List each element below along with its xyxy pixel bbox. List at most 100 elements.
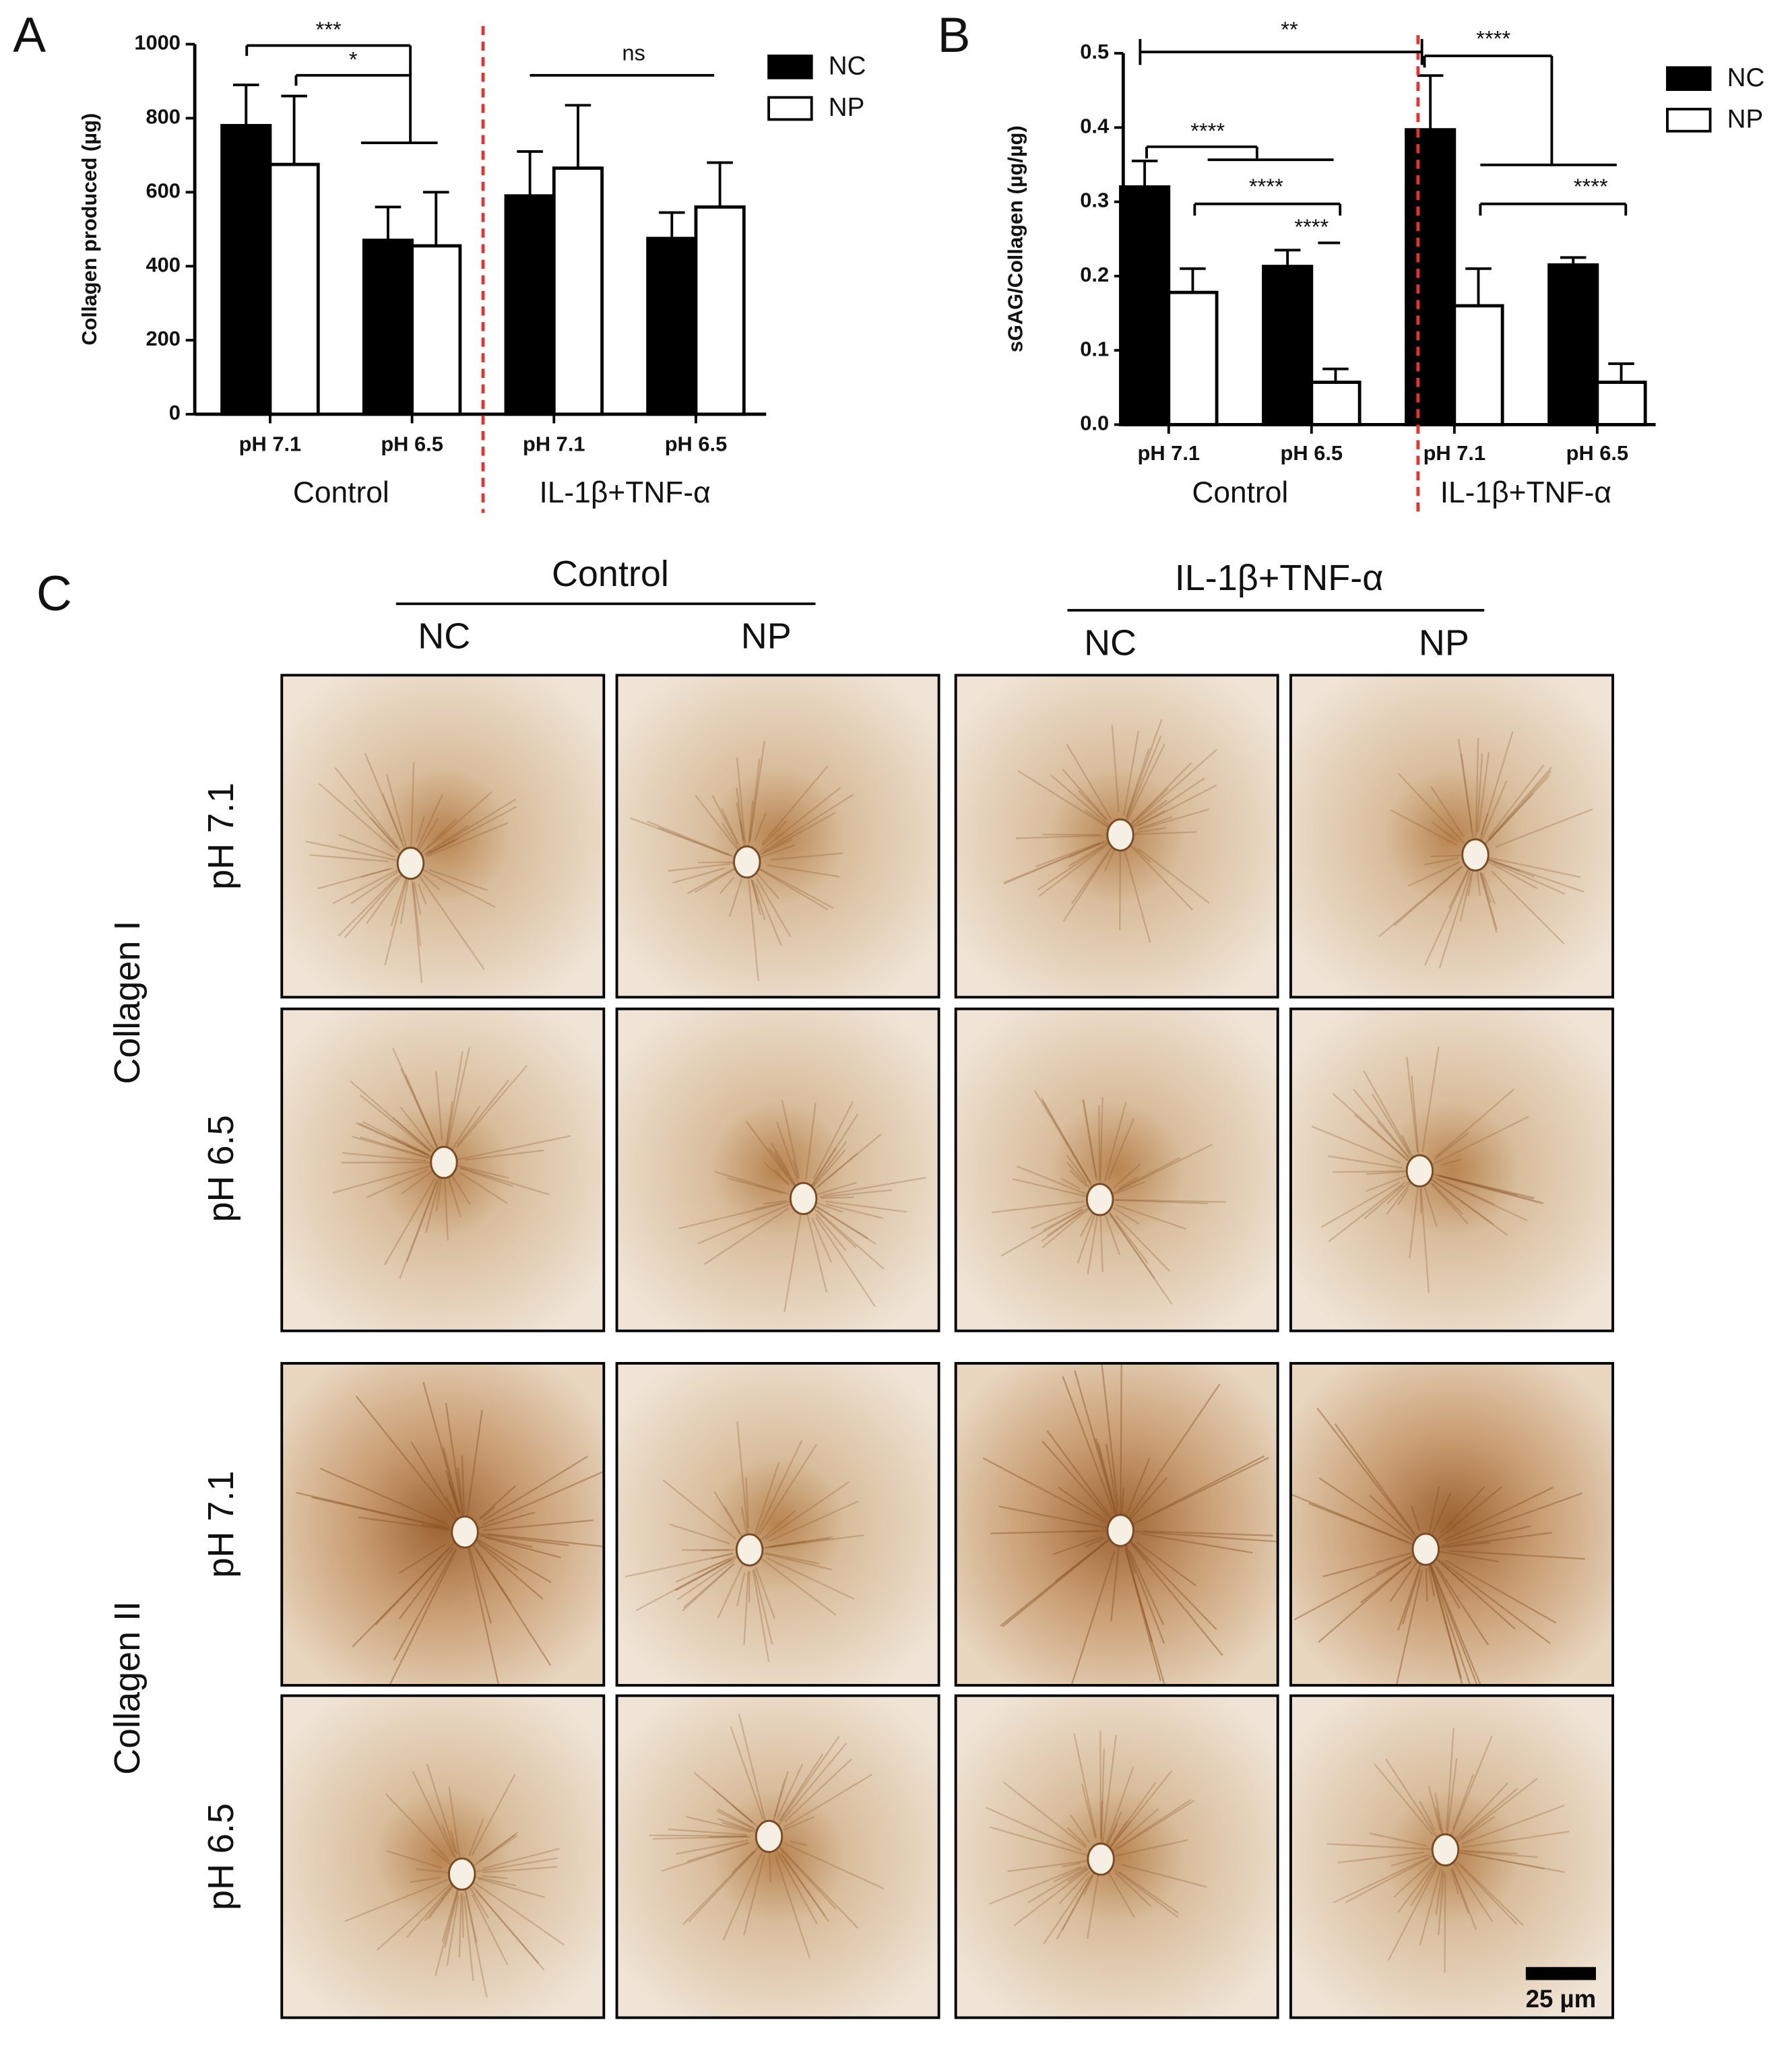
fiber [815,1216,876,1307]
fiber [721,808,742,850]
legend-label: NP [1727,105,1764,134]
fiber [1390,1854,1430,1867]
fiber [819,1189,893,1198]
fiber [471,1543,552,1666]
fiber [1114,1872,1152,1908]
fiber [1120,1487,1125,1515]
legend-label: NC [1727,63,1765,92]
fiber [419,867,496,908]
fiber [825,1203,884,1219]
fiber [731,1851,755,1874]
fiber [1365,1175,1407,1192]
fiber [1128,787,1170,828]
micrograph-panel: C Control IL-1β+TNF-α NC NP NC NP Collag… [36,554,1614,2019]
fiber [478,1532,569,1547]
fiber [1387,1864,1438,1961]
fiber [1125,748,1150,818]
fiber [1311,1125,1401,1164]
fiber [386,1850,443,1869]
fiber [305,840,397,862]
fiber [353,799,400,851]
fiber [676,1559,736,1600]
fiber [1448,1735,1493,1841]
micrograph-frame [280,674,606,999]
fiber [1046,1205,1091,1237]
fiber [447,1177,461,1218]
fiber [1479,872,1498,934]
fiber [1443,1487,1554,1542]
fiber [714,1171,789,1195]
fiber [1389,1561,1418,1602]
x-tick-label: pH 6.5 [1566,441,1629,465]
fiber [476,1512,536,1530]
fiber [1103,1102,1127,1182]
significance-label: **** [1249,174,1283,199]
fiber [1002,1781,1087,1848]
fiber [1099,1097,1103,1185]
fiber [767,864,840,878]
row-label: pH 7.1 [201,1470,241,1578]
fiber [375,1547,451,1626]
fiber [1066,1162,1093,1192]
fiber [476,1857,558,1873]
fiber [1137,808,1210,831]
column-group: IL-1β+TNF-α [1175,558,1384,598]
y-tick-label: 0.0 [1080,412,1109,435]
fiber [1070,1551,1116,1686]
legend-swatch [1666,66,1712,91]
fiber [1133,847,1151,863]
fiber [480,1506,496,1520]
fiber [406,1172,441,1262]
fiber [743,1571,749,1645]
fiber [1435,1089,1515,1158]
fiber [1450,1869,1459,1895]
fiber [416,872,485,971]
fiber [1104,1811,1122,1850]
fiber [1114,1199,1209,1204]
micrograph [954,1694,1279,2019]
fiber [1069,1814,1090,1843]
fiber [1397,773,1465,844]
fiber [1318,1561,1412,1643]
fiber [661,1842,750,1873]
fiber [344,1879,448,1922]
fiber [1062,769,1108,821]
fiber [783,1774,872,1828]
fiber [814,1205,869,1239]
fiber [1337,1851,1425,1864]
fiber [1397,1188,1409,1206]
fiber [360,1136,432,1159]
fiber [412,1771,455,1858]
fiber [727,1177,783,1194]
x-tick-label: pH 6.5 [381,432,443,455]
bar [220,124,272,416]
fiber [338,876,397,937]
fiber [411,878,423,983]
fiber [761,820,788,847]
fiber [1477,731,1514,845]
fiber [1112,1163,1141,1189]
fiber [435,1176,443,1212]
fiber [1058,1487,1110,1524]
fiber [1386,1179,1413,1215]
fiber [771,1771,789,1825]
fiber [1316,1407,1418,1539]
fiber [399,873,410,924]
fiber [1378,866,1462,938]
micrograph-bg [1290,675,1613,998]
fiber [1460,1852,1566,1873]
fiber [761,839,792,855]
fiber [457,1079,510,1146]
fiber [1042,1208,1083,1231]
fiber [352,1136,429,1159]
micrograph-frame [615,1362,940,1687]
fiber [1438,1551,1500,1563]
fiber [647,820,732,857]
legend-label: NC [829,51,866,80]
fiber [1111,724,1120,812]
fiber [990,1530,1099,1534]
significance-label: * [349,46,358,71]
fiber [1431,821,1460,843]
fiber [1087,1211,1099,1275]
fiber [1461,1864,1525,1926]
